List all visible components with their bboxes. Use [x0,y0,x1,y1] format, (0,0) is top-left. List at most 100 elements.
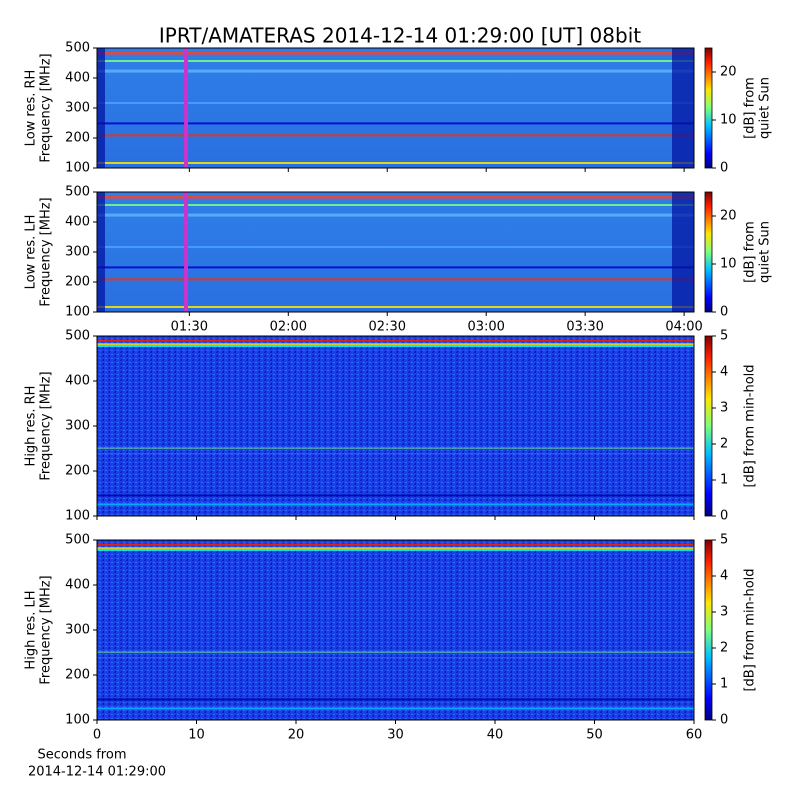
spectral-band [97,453,694,454]
spectral-band [97,339,694,342]
x-axis-label: 2014-12-14 01:29:00 [28,765,166,780]
spectral-band [97,503,694,506]
spectrogram [97,336,694,516]
y-axis-label: Frequency [MHz] [39,197,54,306]
x-tick-label: 40 [487,728,504,743]
data-gap [672,48,694,168]
spectral-band [97,134,694,137]
colorbar-tick-label: 5 [720,533,728,548]
y-tick-label: 300 [65,245,90,260]
y-tick-label: 100 [65,713,90,728]
x-tick-label: 20 [288,728,305,743]
y-tick-label: 500 [65,329,90,344]
colorbar-tick-label: 0 [720,305,728,320]
spectral-band [97,122,694,125]
x-tick-label: 01:30 [171,320,208,335]
colorbar [704,335,713,517]
colorbar-tick-label: 3 [720,605,728,620]
spectral-band [97,195,694,199]
y-axis-label: Frequency [MHz] [39,371,54,480]
colorbar-label: quiet Sun [758,77,773,139]
x-tick-label: 03:00 [467,320,504,335]
spectral-band [97,543,694,546]
spectral-band [97,246,694,248]
spectral-band [97,213,694,217]
spectral-band [97,343,694,346]
colorbar-label: [dB] from min-hold [743,568,758,691]
y-tick-label: 500 [65,185,90,200]
x-tick-label: 02:00 [270,320,307,335]
spectral-band [97,494,694,497]
x-tick-label: 04:00 [665,320,702,335]
x-tick-label: 30 [387,728,404,743]
y-tick-label: 100 [65,305,90,320]
y-axis-label: Low res. LH [24,215,39,290]
colorbar-tick-label: 3 [720,401,728,416]
y-tick-label: 100 [65,161,90,176]
x-tick-label: 02:30 [369,320,406,335]
y-tick-label: 400 [65,215,90,230]
y-tick-label: 200 [65,464,90,479]
colorbar-tick-label: 1 [720,677,728,692]
spectral-band [97,651,694,653]
x-tick-label: 10 [188,728,205,743]
data-gap [97,192,105,312]
y-axis-label: Frequency [MHz] [39,53,54,162]
colorbar-tick-label: 4 [720,365,728,380]
colorbar-tick-label: 10 [720,113,737,128]
colorbar-tick-label: 0 [720,713,728,728]
spectral-band [97,657,694,658]
spectral-band [97,447,694,449]
y-tick-label: 200 [65,668,90,683]
spectrogram [97,48,694,168]
y-tick-label: 300 [65,623,90,638]
spectral-band [97,698,694,701]
y-tick-label: 500 [65,41,90,56]
spectral-band [97,266,694,269]
y-tick-label: 200 [65,131,90,146]
colorbar-tick-label: 2 [720,437,728,452]
colorbar-tick-label: 0 [720,161,728,176]
colorbar-tick-label: 2 [720,641,728,656]
y-tick-label: 400 [65,71,90,86]
colorbar-label: [dB] from [743,221,758,283]
colorbar-tick-label: 20 [720,65,737,80]
y-tick-label: 200 [65,275,90,290]
y-tick-label: 400 [65,578,90,593]
x-tick-label: 0 [93,728,101,743]
spectral-band [97,345,694,347]
y-axis-label: Frequency [MHz] [39,575,54,684]
spectrogram [97,540,694,720]
colorbar-label: quiet Sun [758,221,773,283]
colorbar-tick-label: 5 [720,329,728,344]
colorbar-tick-label: 10 [720,257,737,272]
spectrogram [97,192,694,312]
colorbar-tick-label: 4 [720,569,728,584]
colorbar-tick-label: 20 [720,209,737,224]
spectral-band [97,547,694,550]
colorbar [704,539,713,721]
x-tick-label: 60 [686,728,703,743]
y-tick-label: 500 [65,533,90,548]
colorbar-label: [dB] from [743,77,758,139]
y-axis-label: Low res. RH [24,70,39,147]
spectral-band [97,162,694,164]
colorbar-label: [dB] from min-hold [743,364,758,487]
spectral-band [97,549,694,551]
colorbar [704,47,713,169]
x-tick-label: 50 [586,728,603,743]
y-tick-label: 300 [65,101,90,116]
data-gap [97,48,105,168]
y-tick-label: 400 [65,374,90,389]
spectral-band [97,707,694,710]
spectral-band [97,278,694,281]
y-tick-label: 300 [65,419,90,434]
x-tick-label: 03:30 [566,320,603,335]
chart-title: IPRT/AMATERAS 2014-12-14 01:29:00 [UT] 0… [159,24,641,48]
spectral-band [97,204,694,206]
spectral-band [97,102,694,104]
spectral-band [97,69,694,73]
data-gap [672,192,694,312]
colorbar [704,191,713,313]
